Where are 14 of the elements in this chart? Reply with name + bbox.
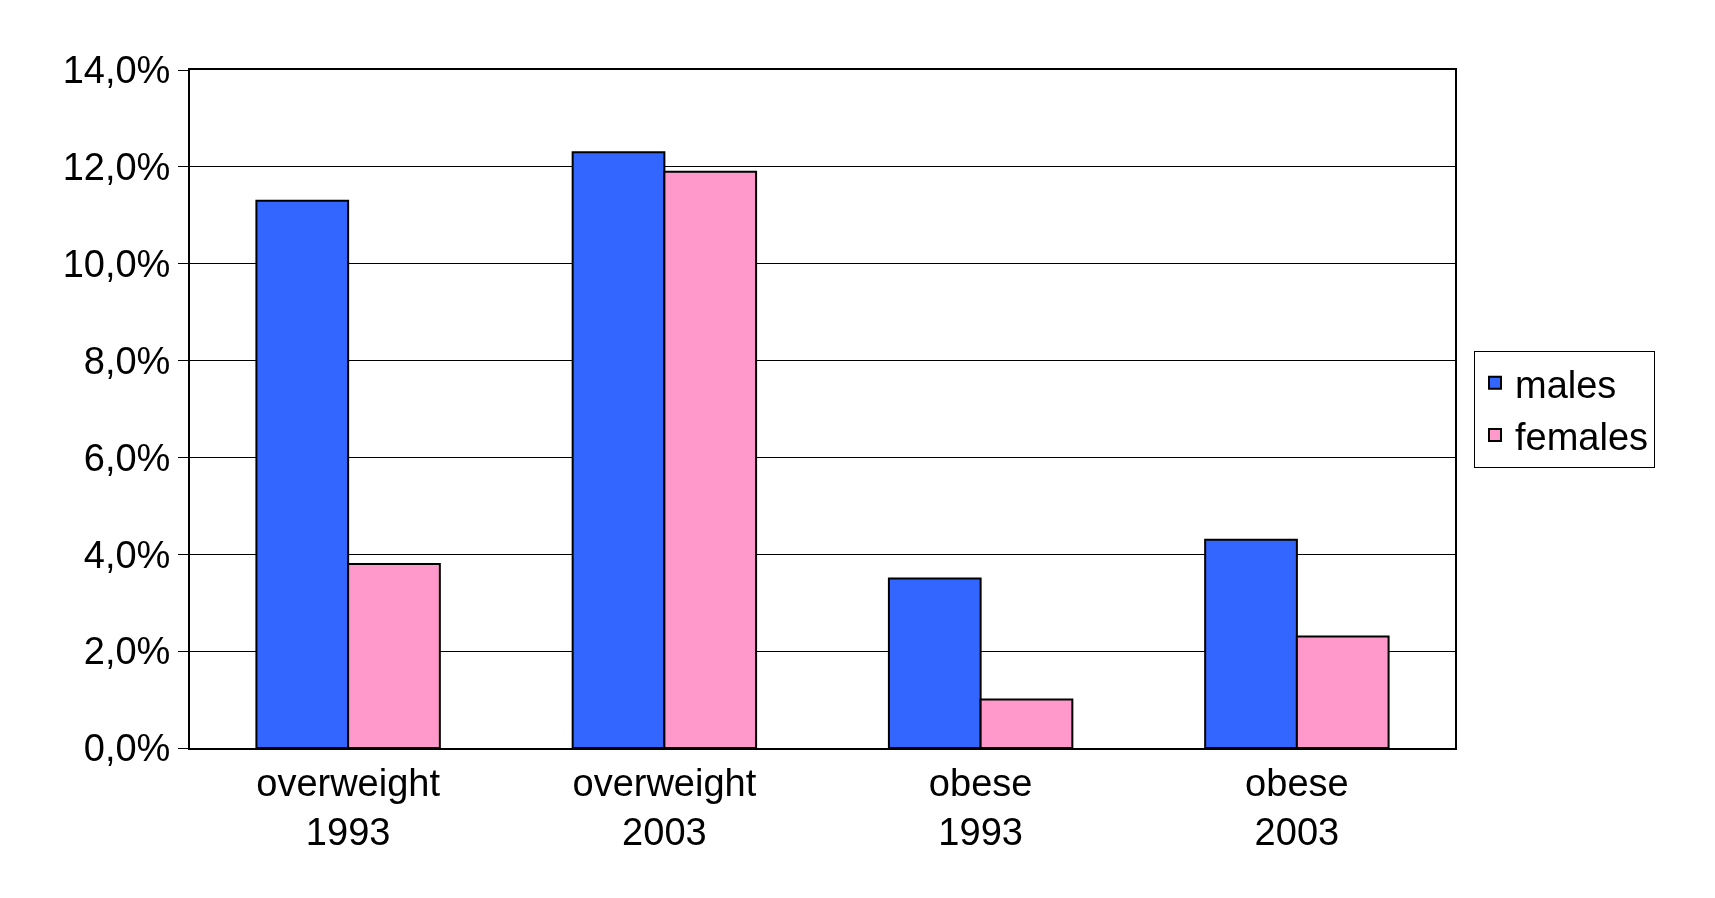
y-tick-label: 14,0%: [62, 49, 171, 92]
y-tick-label: 4,0%: [83, 533, 171, 576]
legend-label: males: [1514, 363, 1617, 406]
x-tick-label: overweight 1993: [256, 761, 441, 853]
y-tick-label: 8,0%: [83, 339, 171, 382]
x-tick-label: obese 2003: [1245, 761, 1349, 853]
legend-label: females: [1514, 415, 1649, 458]
x-tick-label: obese 1993: [928, 761, 1033, 853]
y-tick-label: 2,0%: [83, 630, 171, 673]
x-tick-label: overweight 2003: [572, 761, 757, 853]
y-tick-label: 0,0%: [83, 727, 171, 770]
y-tick-label: 6,0%: [83, 436, 171, 479]
y-tick-label: 12,0%: [62, 146, 171, 189]
y-tick-label: 10,0%: [62, 243, 171, 286]
